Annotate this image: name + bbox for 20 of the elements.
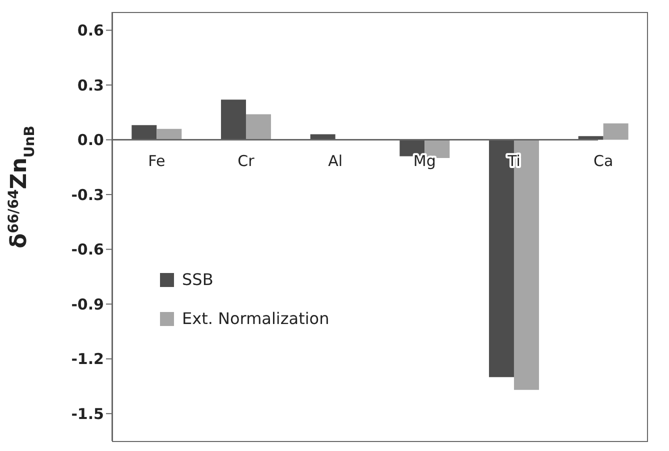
y-tick-label: -1.2 — [71, 350, 104, 368]
y-tick-label: -0.9 — [71, 295, 104, 314]
legend-label: SSB — [182, 270, 214, 289]
y-tick-label: 0.0 — [77, 131, 104, 150]
x-tick-label: Al — [328, 152, 343, 170]
bar — [156, 128, 182, 140]
y-tick-label: 0.6 — [77, 22, 104, 40]
legend-label: Ext. Normalization — [182, 309, 330, 328]
x-tick-label: Mg — [413, 152, 436, 170]
bar — [603, 123, 628, 140]
y-tick-label: -0.6 — [71, 240, 104, 259]
x-tick-label: Ca — [593, 152, 614, 170]
y-tick-label: -1.5 — [71, 404, 104, 423]
x-tick-label: Cr — [238, 152, 256, 170]
y-tick-label: 0.3 — [77, 76, 104, 94]
bar — [246, 114, 271, 140]
bar — [132, 125, 157, 140]
y-tick-label: -0.3 — [71, 186, 104, 204]
bar — [220, 100, 246, 140]
x-tick-label: Fe — [148, 152, 166, 170]
